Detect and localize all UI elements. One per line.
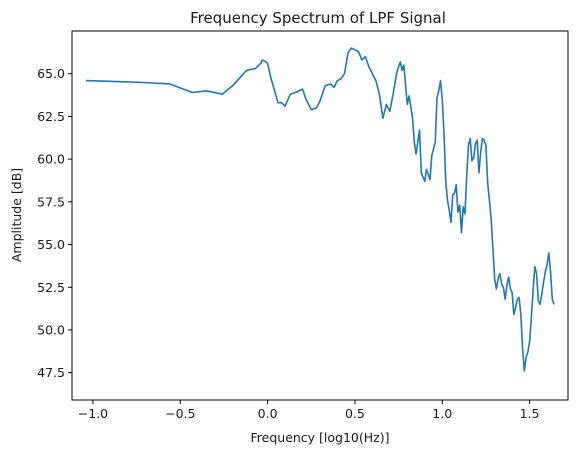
y-tick-label: 47.5 xyxy=(37,365,65,380)
x-tick-label: 0.5 xyxy=(345,406,365,421)
y-tick-label: 52.5 xyxy=(37,280,65,295)
y-tick-label: 62.5 xyxy=(37,109,65,124)
plot-frame xyxy=(71,30,569,401)
y-axis-label: Amplitude [dB] xyxy=(9,168,24,262)
y-axis-ticks: 47.5 50.0 52.5 55.0 57.5 60.0 62.5 65.0 xyxy=(37,66,72,380)
x-tick-label: 1.0 xyxy=(432,406,452,421)
x-tick-label: −0.5 xyxy=(165,406,195,421)
y-tick-label: 55.0 xyxy=(37,237,65,252)
x-axis-ticks: −1.0 −0.5 0.0 0.5 1.0 1.5 xyxy=(78,400,540,421)
x-tick-label: 1.5 xyxy=(520,406,540,421)
x-tick-label: 0.0 xyxy=(258,406,278,421)
y-tick-label: 60.0 xyxy=(37,152,65,167)
y-tick-label: 65.0 xyxy=(37,66,65,81)
y-tick-label: 50.0 xyxy=(37,322,65,337)
plot-area xyxy=(85,47,555,372)
x-axis-label: Frequency [log10(Hz)] xyxy=(251,430,390,445)
y-tick-label: 57.5 xyxy=(37,194,65,209)
chart-title: Frequency Spectrum of LPF Signal xyxy=(190,9,446,27)
x-tick-label: −1.0 xyxy=(78,406,108,421)
spectrum-line xyxy=(85,47,555,372)
